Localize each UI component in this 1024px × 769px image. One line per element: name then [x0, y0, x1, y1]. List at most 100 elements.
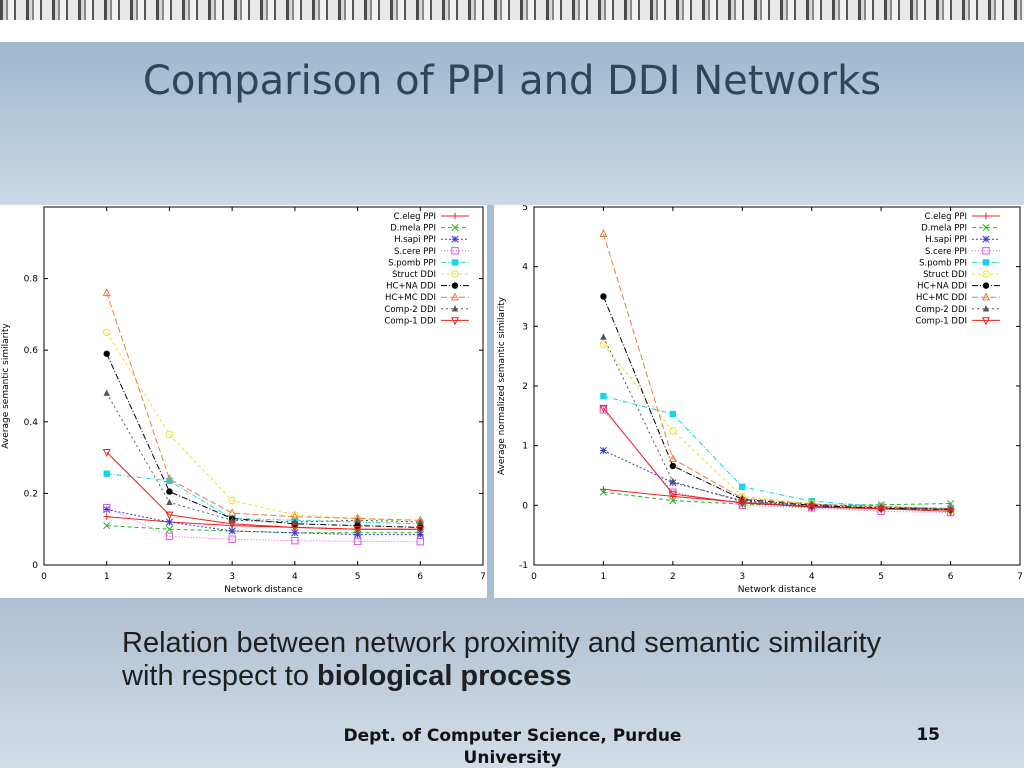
- data-point: [600, 486, 607, 493]
- data-point: [353, 537, 362, 546]
- data-point: [669, 477, 677, 485]
- data-point: [599, 406, 608, 414]
- legend-label: Comp-1 DDI: [915, 316, 967, 326]
- data-point: [165, 430, 174, 439]
- data-point: [165, 525, 173, 533]
- data-point: [738, 499, 747, 508]
- x-tick-label: 7: [480, 572, 486, 582]
- legend-label: Comp-2 DDI: [915, 305, 967, 315]
- legend-marker: [982, 235, 990, 243]
- data-point: [669, 410, 677, 418]
- y-tick-label: 0: [32, 561, 38, 571]
- data-point: [291, 536, 299, 545]
- series-1: [599, 488, 955, 509]
- legend-marker: [982, 247, 990, 255]
- data-point: [600, 333, 607, 340]
- caption-emphasis: biological process: [317, 660, 572, 692]
- y-tick-label: 1: [522, 442, 528, 452]
- data-point: [228, 520, 237, 529]
- slide-footer: [0, 598, 1024, 768]
- data-point: [877, 505, 886, 514]
- plot-frame: [43, 206, 484, 566]
- y-tick-label: -1: [519, 561, 528, 571]
- data-point: [599, 488, 607, 496]
- legend-label: D.mela PPI: [921, 224, 967, 234]
- data-point: [599, 404, 608, 413]
- x-tick-label: 6: [417, 572, 423, 582]
- y-tick-label: 0.4: [24, 418, 39, 428]
- legend-label: H.sapi PPI: [394, 235, 436, 245]
- x-tick-label: 5: [355, 572, 361, 582]
- legend-marker: [982, 224, 990, 232]
- data-point: [354, 531, 362, 539]
- data-point: [807, 503, 816, 512]
- data-point: [166, 488, 173, 495]
- series-line: [602, 296, 951, 511]
- legend-marker: [451, 270, 459, 278]
- data-point: [416, 538, 424, 546]
- series-line: [603, 395, 951, 510]
- data-point: [946, 508, 955, 517]
- data-point: [165, 532, 174, 541]
- series-6: [600, 293, 954, 513]
- data-point: [165, 511, 174, 520]
- data-point: [416, 531, 424, 539]
- series-line: [106, 332, 421, 523]
- data-point: [599, 340, 608, 348]
- legend-marker: [981, 292, 991, 301]
- top-spacer: [0, 20, 1024, 42]
- data-point: [103, 350, 110, 357]
- series-3: [599, 406, 955, 517]
- x-tick-label: 6: [948, 572, 954, 582]
- slide-title: Comparison of PPI and DDI Networks: [142, 58, 882, 104]
- data-point: [808, 500, 815, 507]
- data-point: [416, 526, 425, 535]
- series-7: [599, 229, 955, 512]
- data-point: [291, 511, 299, 519]
- data-point: [165, 474, 174, 483]
- data-point: [103, 513, 110, 520]
- data-point: [599, 446, 607, 454]
- chart-divider: [487, 205, 494, 598]
- x-tick-label: 3: [229, 572, 235, 582]
- data-point: [291, 529, 299, 537]
- x-tick-label: 2: [167, 572, 173, 582]
- series-5: [103, 328, 424, 526]
- legend-label: D.mela PPI: [390, 224, 436, 234]
- series-line: [602, 233, 951, 509]
- series-line: [106, 507, 421, 543]
- data-point: [102, 449, 111, 458]
- right-chart-panel: 0 1 2 3 4 5 6 7 -1 0 1 2 3 4 5 Network distance Average …: [494, 205, 1024, 598]
- data-point: [103, 505, 111, 514]
- left-chart: 0 1 2 3 4 5 6 7 0 0.2 0.4 0.6 0.8 Network distance Ave…: [1, 206, 486, 595]
- legend-marker: [451, 247, 459, 255]
- data-point: [228, 535, 236, 543]
- legend-label: S.pomb PPI: [388, 258, 436, 268]
- data-point: [228, 496, 236, 505]
- legend-label: Struct DDI: [923, 270, 967, 280]
- x-tick-label: 2: [670, 572, 676, 582]
- series-line: [603, 491, 951, 506]
- data-point: [353, 526, 362, 535]
- left-chart-panel: 0 1 2 3 4 5 6 7 0 0.2 0.4 0.6 0.8 Network distance Ave…: [0, 205, 487, 598]
- x-tick-label: 4: [809, 572, 815, 582]
- data-point: [291, 518, 299, 525]
- y-axis-label: Average normalized semantic similarity: [497, 296, 507, 475]
- y-tick-label: 2: [522, 382, 528, 392]
- y-tick-label: 4: [522, 263, 528, 273]
- data-point: [102, 288, 111, 297]
- data-point: [228, 527, 236, 535]
- legend-label: Comp-1 DDI: [384, 316, 436, 326]
- y-axis-label: Average semantic similarity: [1, 323, 11, 449]
- data-point: [103, 522, 111, 530]
- data-point: [669, 497, 677, 505]
- caption-text: Relation between network proximity and s…: [122, 627, 882, 692]
- legend-label: HC+NA DDI: [917, 282, 967, 292]
- series-line: [603, 343, 951, 511]
- data-point: [228, 508, 237, 517]
- x-tick-label: 0: [531, 572, 537, 582]
- page-number: 15: [916, 725, 940, 745]
- legend-label: Struct DDI: [392, 270, 436, 280]
- decorative-top-strip: [0, 0, 1024, 20]
- legend-label: S.cere PPI: [394, 247, 436, 257]
